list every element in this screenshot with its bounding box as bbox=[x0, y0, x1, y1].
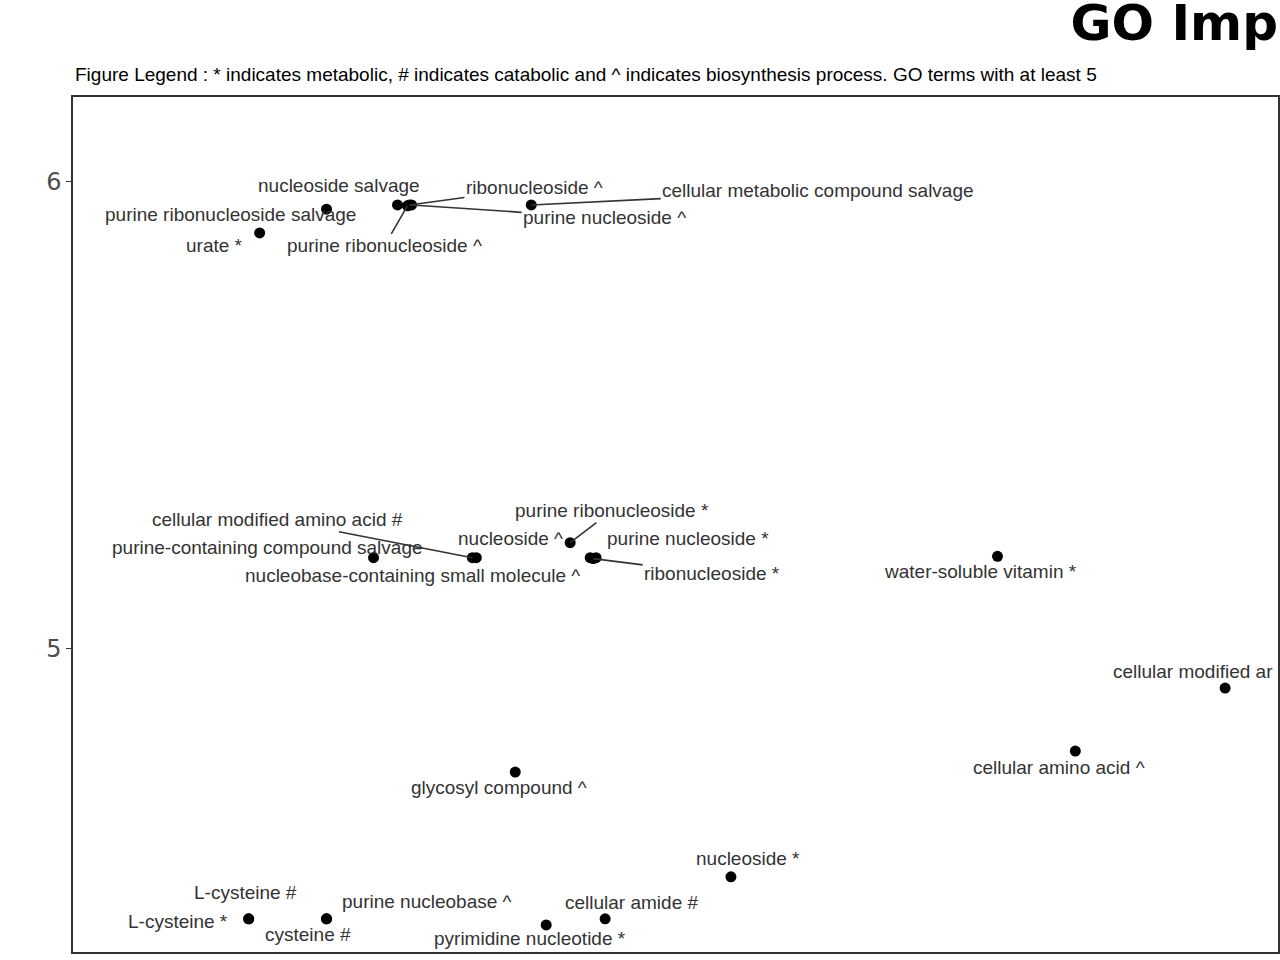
svg-text:purine ribonucleoside *: purine ribonucleoside * bbox=[515, 500, 709, 521]
svg-text:glycosyl compound ^: glycosyl compound ^ bbox=[411, 777, 587, 798]
svg-text:cysteine #: cysteine # bbox=[265, 924, 351, 945]
svg-text:ribonucleoside ^: ribonucleoside ^ bbox=[466, 177, 603, 198]
svg-text:purine ribonucleoside salvage: purine ribonucleoside salvage bbox=[105, 204, 356, 225]
svg-text:L-cysteine *: L-cysteine * bbox=[128, 911, 228, 932]
svg-text:nucleoside ^: nucleoside ^ bbox=[458, 528, 563, 549]
svg-text:nucleoside *: nucleoside * bbox=[696, 848, 800, 869]
svg-text:5: 5 bbox=[46, 635, 61, 663]
svg-text:cellular modified ar: cellular modified ar bbox=[1113, 661, 1273, 682]
svg-text:cellular modified amino acid #: cellular modified amino acid # bbox=[152, 509, 403, 530]
svg-text:Figure Legend : * indicates me: Figure Legend : * indicates metabolic, #… bbox=[75, 64, 1097, 85]
svg-text:6: 6 bbox=[46, 168, 61, 196]
svg-text:urate *: urate * bbox=[186, 235, 243, 256]
svg-text:cellular amide #: cellular amide # bbox=[565, 892, 698, 913]
svg-text:pyrimidine nucleotide *: pyrimidine nucleotide * bbox=[434, 928, 626, 949]
svg-text:purine ribonucleoside ^: purine ribonucleoside ^ bbox=[287, 235, 482, 256]
svg-text:nucleoside salvage: nucleoside salvage bbox=[258, 175, 420, 196]
svg-text:ribonucleoside *: ribonucleoside * bbox=[644, 563, 780, 584]
svg-text:purine nucleoside *: purine nucleoside * bbox=[607, 528, 769, 549]
svg-text:nucleobase-containing small mo: nucleobase-containing small molecule ^ bbox=[245, 565, 580, 586]
svg-text:L-cysteine #: L-cysteine # bbox=[194, 882, 297, 903]
svg-text:cellular amino acid ^: cellular amino acid ^ bbox=[973, 757, 1145, 778]
svg-text:purine nucleoside ^: purine nucleoside ^ bbox=[523, 207, 686, 228]
svg-text:purine-containing compound sal: purine-containing compound salvage bbox=[112, 537, 423, 558]
svg-text:purine nucleobase ^: purine nucleobase ^ bbox=[342, 891, 512, 912]
svg-text:water-soluble vitamin *: water-soluble vitamin * bbox=[884, 561, 1077, 582]
svg-text:cellular metabolic compound sa: cellular metabolic compound salvage bbox=[662, 180, 974, 201]
svg-text:GO Imp: GO Imp bbox=[1071, 0, 1278, 52]
